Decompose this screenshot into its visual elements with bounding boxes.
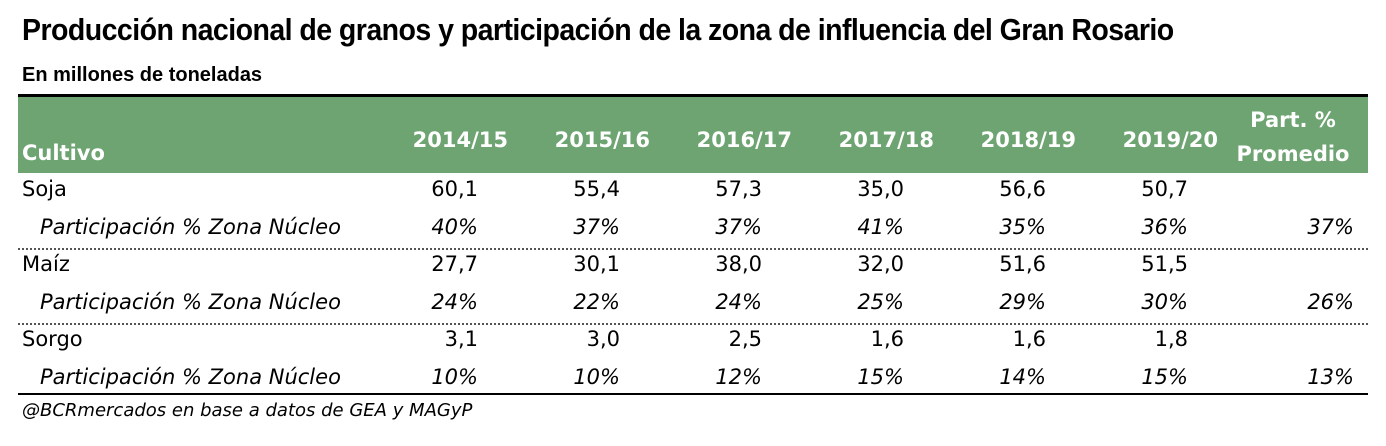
header-part-promedio: Part. % Promedio <box>1223 103 1363 171</box>
table-row: Participación % Zona Núcleo 24% 22% 24% 25% 2… <box>18 286 1368 325</box>
table-row: Soja 60,1 55,4 57,3 35,0 56,6 50,7 <box>18 173 1368 210</box>
row-label-cultivo: Soja <box>22 177 67 201</box>
header-year: 2017/18 <box>838 128 934 152</box>
cell-participacion: 37% <box>573 214 620 239</box>
header-cultivo: Cultivo <box>22 141 105 165</box>
cell-participacion: 10% <box>431 364 478 389</box>
cell-produccion: 35,0 <box>857 177 904 201</box>
table-row: Sorgo 3,1 3,0 2,5 1,6 1,6 1,8 <box>18 323 1368 360</box>
cell-produccion: 3,0 <box>586 327 620 351</box>
header-part-line2: Promedio <box>1236 142 1350 166</box>
cell-participacion: 37% <box>715 214 762 239</box>
row-label-cultivo: Sorgo <box>22 327 83 351</box>
table-title: Producción nacional de granos y particip… <box>22 12 1174 47</box>
table-subtitle: En millones de toneladas <box>22 64 263 86</box>
bottom-rule <box>18 393 1368 395</box>
cell-produccion: 51,5 <box>1141 252 1188 276</box>
cell-produccion: 50,7 <box>1141 177 1188 201</box>
cell-participacion: 24% <box>431 289 478 314</box>
header-year: 2015/16 <box>554 128 650 152</box>
cell-produccion: 2,5 <box>728 327 762 351</box>
cell-produccion: 51,6 <box>999 252 1046 276</box>
cell-produccion: 1,6 <box>870 327 904 351</box>
cell-participacion: 30% <box>1141 289 1188 314</box>
cell-participacion: 15% <box>1141 364 1188 389</box>
cell-produccion: 3,1 <box>444 327 478 351</box>
cell-produccion: 32,0 <box>857 252 904 276</box>
cell-participacion: 35% <box>999 214 1046 239</box>
cell-produccion: 38,0 <box>715 252 762 276</box>
cell-produccion: 30,1 <box>573 252 620 276</box>
cell-participacion: 25% <box>857 289 904 314</box>
row-label-participacion: Participación % Zona Núcleo <box>40 214 341 239</box>
cell-participacion: 24% <box>715 289 762 314</box>
cell-part-promedio: 37% <box>1307 214 1354 239</box>
header-year: 2019/20 <box>1122 128 1218 152</box>
table-header: Cultivo 2014/15 2015/16 2016/17 2017/18 … <box>18 97 1368 173</box>
cell-participacion: 10% <box>573 364 620 389</box>
cell-produccion: 55,4 <box>573 177 620 201</box>
row-label-participacion: Participación % Zona Núcleo <box>40 364 341 389</box>
table-row: Maíz 27,7 30,1 38,0 32,0 51,6 51,5 <box>18 248 1368 285</box>
cell-participacion: 22% <box>573 289 620 314</box>
cell-produccion: 57,3 <box>715 177 762 201</box>
header-part-line1: Part. % <box>1250 108 1336 132</box>
cell-participacion: 40% <box>431 214 478 239</box>
cell-participacion: 14% <box>999 364 1046 389</box>
row-label-participacion: Participación % Zona Núcleo <box>40 289 341 314</box>
cell-participacion: 41% <box>857 214 904 239</box>
cell-produccion: 56,6 <box>999 177 1046 201</box>
cell-participacion: 15% <box>857 364 904 389</box>
cell-part-promedio: 13% <box>1307 364 1354 389</box>
cell-participacion: 29% <box>999 289 1046 314</box>
header-year: 2014/15 <box>412 128 508 152</box>
table-row: Participación % Zona Núcleo 40% 37% 37% 41% 3… <box>18 211 1368 250</box>
cell-produccion: 1,8 <box>1154 327 1188 351</box>
cell-participacion: 36% <box>1141 214 1188 239</box>
cell-part-promedio: 26% <box>1307 289 1354 314</box>
cell-participacion: 12% <box>715 364 762 389</box>
header-year: 2018/19 <box>980 128 1076 152</box>
cell-produccion: 27,7 <box>431 252 478 276</box>
source-note: @BCRmercados en base a datos de GEA y MA… <box>22 400 473 421</box>
cell-produccion: 1,6 <box>1012 327 1046 351</box>
row-label-cultivo: Maíz <box>22 252 70 276</box>
header-year: 2016/17 <box>696 128 792 152</box>
top-rule <box>18 94 1368 97</box>
cell-produccion: 60,1 <box>431 177 478 201</box>
table-row: Participación % Zona Núcleo 10% 10% 12% 15% 1… <box>18 361 1368 398</box>
